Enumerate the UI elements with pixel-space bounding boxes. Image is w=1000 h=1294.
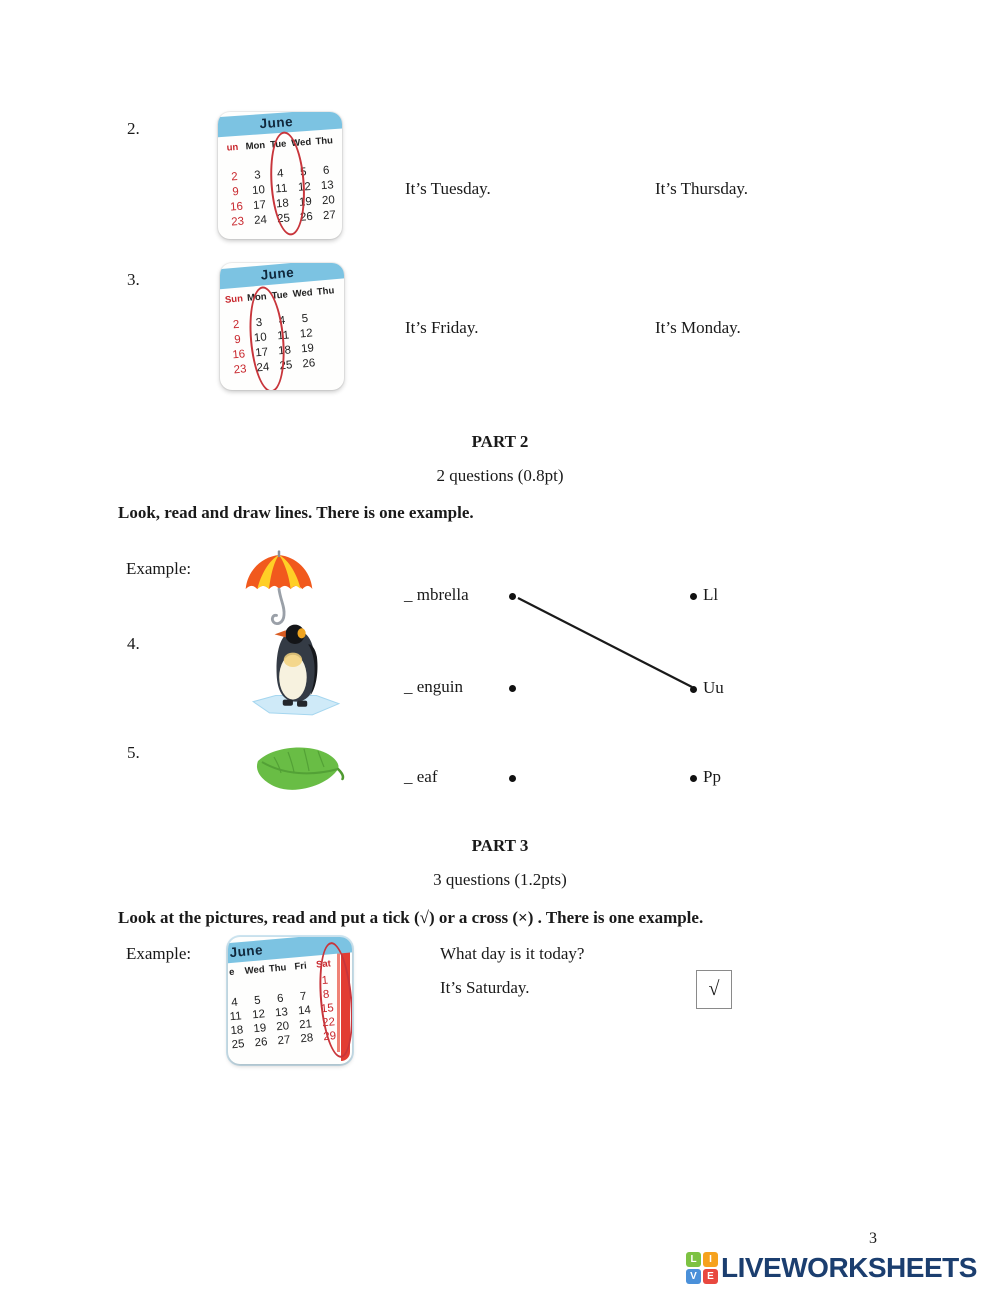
calendar-body: June Sun Mon Tue Wed Thu 2 3 4 5 9 10 11 12 16 17 18 19… (220, 263, 344, 390)
calendar-body: June e Wed Thu Fri Sat 1 4 5 6 7 8 11 12 13 14 15 18 19 2… (228, 937, 352, 1064)
calendar-day-row: Sun Mon Tue Wed Thu (224, 285, 335, 306)
tick-answer-box[interactable]: √ (696, 970, 732, 1009)
calendar-body: June un Mon Tue Wed Thu 2 3 4 5 6 9 10 11 12 13 16 17 18… (218, 112, 342, 239)
logo-wordmark: LIVEWORKSHEETS (721, 1252, 977, 1283)
letter-uu: Uu (703, 678, 724, 697)
calendar-image-saturday: June e Wed Thu Fri Sat 1 4 5 6 7 8 11 12 13 14 15 18 19 2… (228, 937, 352, 1064)
calendar-page-curl (341, 940, 350, 1061)
liveworksheets-logo[interactable]: L I V E LIVEWORKSHEETS (686, 1252, 977, 1284)
leaf-image (256, 747, 345, 790)
example-match-line (517, 597, 693, 688)
letter-pp: Pp (703, 767, 721, 786)
answer-option-friday[interactable]: It’s Friday. (405, 318, 479, 337)
umbrella-image (245, 550, 313, 626)
question-3-number: 3. (127, 270, 140, 289)
logo-block-e: E (703, 1269, 718, 1284)
liveworksheets-logo-icon: L I V E (686, 1252, 718, 1284)
part2-subtitle: 2 questions (0.8pt) (436, 466, 564, 485)
logo-block-v: V (686, 1269, 701, 1284)
part2-instruction: Look, read and draw lines. There is one … (118, 503, 474, 522)
answer-option-monday[interactable]: It’s Monday. (655, 318, 741, 337)
part3-subtitle: 3 questions (1.2pts) (433, 870, 567, 889)
part3-answer-text: It’s Saturday. (440, 978, 530, 997)
logo-block-i: I (703, 1252, 718, 1267)
part3-example-label: Example: (126, 944, 192, 963)
word-leaf: _ eaf (404, 767, 438, 786)
answer-option-thursday[interactable]: It’s Thursday. (655, 179, 749, 198)
question-4-number: 4. (127, 634, 140, 653)
penguin-image (251, 624, 341, 716)
letter-bullet-ll[interactable] (690, 593, 697, 600)
calendar-page-curl-inner (337, 945, 340, 1052)
letter-bullet-uu[interactable] (690, 686, 697, 693)
part3-title: PART 3 (471, 836, 529, 855)
calendar-image-monday: June Sun Mon Tue Wed Thu 2 3 4 5 9 10 11 12 16 17 18 19… (220, 263, 344, 390)
question-2-number: 2. (127, 119, 140, 138)
word-bullet-umbrella[interactable] (509, 593, 516, 600)
part2-title: PART 2 (471, 432, 529, 451)
answer-option-tuesday[interactable]: It’s Tuesday. (405, 179, 491, 198)
part3-instruction: Look at the pictures, read and put a tic… (118, 908, 704, 927)
letter-ll: Ll (703, 585, 719, 604)
word-bullet-leaf[interactable] (509, 775, 516, 782)
logo-block-l: L (686, 1252, 701, 1267)
word-umbrella: _ mbrella (404, 585, 469, 604)
letter-bullet-pp[interactable] (690, 775, 697, 782)
part2-example-label: Example: (126, 559, 192, 578)
calendar-image-tuesday: June un Mon Tue Wed Thu 2 3 4 5 6 9 10 11 12 13 16 17 18… (218, 112, 342, 239)
part3-question-text: What day is it today? (440, 944, 585, 963)
page-number: 3 (869, 1230, 877, 1247)
word-penguin: _ enguin (404, 677, 464, 696)
question-5-number: 5. (127, 743, 140, 762)
word-bullet-penguin[interactable] (509, 685, 516, 692)
